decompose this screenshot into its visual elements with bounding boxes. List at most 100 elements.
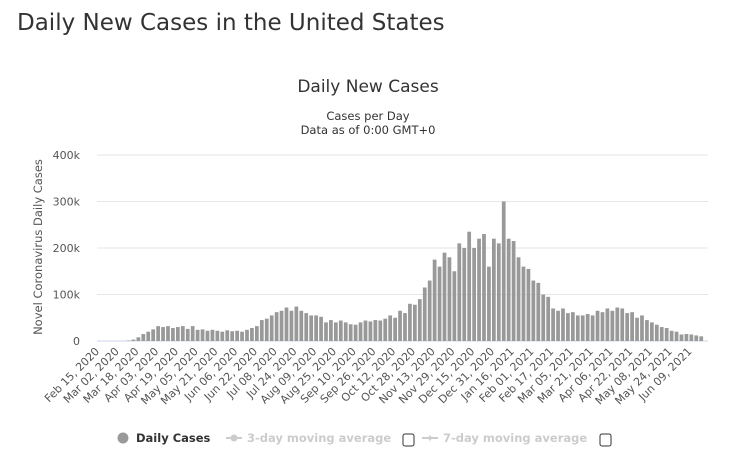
bar-2021-01-12[interactable] (506, 238, 511, 341)
bar-2020-11-21[interactable] (442, 252, 447, 341)
bar-2020-04-03[interactable] (156, 326, 160, 341)
bar-2020-05-01[interactable] (190, 326, 195, 341)
bar-2020-09-22[interactable] (368, 321, 373, 341)
bar-2021-03-05[interactable] (570, 312, 575, 341)
bar-2021-02-09[interactable] (541, 294, 546, 342)
bar-2021-05-20[interactable] (664, 327, 669, 341)
bar-2020-08-05[interactable] (309, 315, 314, 341)
bar-2021-06-01[interactable] (679, 334, 684, 341)
legend-item-daily-cases[interactable]: Daily Cases (117, 431, 211, 445)
bar-2020-04-11[interactable] (166, 326, 170, 341)
bar-2020-05-13[interactable] (205, 330, 210, 341)
bar-2020-11-13[interactable] (432, 259, 437, 341)
bar-2021-02-01[interactable] (531, 280, 536, 341)
bar-2021-01-16[interactable] (511, 241, 516, 341)
bar-2021-05-16[interactable] (659, 327, 664, 341)
bar-2020-06-14[interactable] (245, 329, 249, 341)
bar-2020-11-05[interactable] (422, 287, 427, 341)
bar-2020-11-09[interactable] (427, 280, 432, 341)
bar-2020-08-01[interactable] (304, 313, 309, 341)
bar-2020-05-05[interactable] (195, 329, 200, 341)
bar-2020-06-18[interactable] (250, 327, 254, 341)
bar-2020-05-29[interactable] (225, 330, 230, 341)
bar-2020-08-17[interactable] (324, 322, 328, 341)
bar-2021-02-05[interactable] (536, 282, 541, 341)
bar-2021-05-28[interactable] (674, 331, 679, 341)
bar-2020-07-04[interactable] (269, 315, 274, 341)
bar-2021-06-17[interactable] (699, 336, 704, 341)
bar-2021-04-02[interactable] (605, 308, 610, 341)
bar-2020-04-15[interactable] (171, 327, 175, 341)
bar-2020-12-07[interactable] (462, 248, 467, 341)
bar-2020-03-30[interactable] (151, 329, 156, 341)
bar-2021-04-10[interactable] (615, 307, 620, 341)
bar-2021-01-24[interactable] (521, 266, 526, 341)
bar-2020-12-11[interactable] (467, 231, 472, 341)
bar-2020-12-31[interactable] (491, 238, 496, 341)
bar-2020-10-20[interactable] (403, 313, 407, 341)
bar-2020-07-16[interactable] (284, 307, 289, 341)
bar-2021-04-06[interactable] (610, 310, 615, 341)
bar-2020-05-21[interactable] (215, 330, 220, 341)
bar-2020-09-10[interactable] (353, 324, 358, 341)
bar-2020-05-25[interactable] (220, 331, 225, 341)
bar-2020-04-27[interactable] (185, 328, 190, 341)
bar-2021-04-26[interactable] (635, 317, 639, 341)
legend-checkbox[interactable] (599, 433, 612, 447)
bar-2021-03-09[interactable] (575, 315, 580, 341)
legend-item-7day-average[interactable]: ✦ 7-day moving average (422, 431, 612, 447)
bar-2020-09-18[interactable] (363, 320, 368, 341)
bar-2020-04-23[interactable] (180, 326, 185, 341)
bar-2020-09-26[interactable] (373, 320, 378, 341)
bar-2021-03-17[interactable] (585, 314, 590, 341)
bar-2020-03-14[interactable] (131, 339, 136, 341)
bar-2021-03-29[interactable] (600, 312, 605, 341)
bar-2020-11-25[interactable] (447, 257, 452, 341)
bar-2021-06-09[interactable] (689, 334, 694, 341)
bar-2020-09-14[interactable] (358, 322, 363, 341)
bar-2021-03-13[interactable] (580, 315, 585, 341)
legend-checkbox[interactable] (402, 433, 415, 447)
bar-2020-10-28[interactable] (412, 304, 417, 341)
legend-item-3day-average[interactable]: 3-day moving average (226, 431, 415, 447)
bar-2020-07-12[interactable] (279, 310, 284, 341)
bar-2021-05-12[interactable] (654, 324, 659, 341)
bar-2021-05-04[interactable] (645, 320, 649, 341)
bar-2020-03-22[interactable] (141, 334, 146, 341)
bar-2020-10-24[interactable] (408, 303, 412, 341)
bar-2020-05-09[interactable] (200, 329, 205, 341)
bar-2021-01-04[interactable] (496, 243, 501, 341)
bar-2021-03-25[interactable] (595, 310, 600, 341)
bar-2021-04-22[interactable] (630, 312, 634, 341)
bar-2020-04-19[interactable] (175, 327, 180, 341)
bar-2020-09-02[interactable] (343, 322, 348, 341)
bar-2020-06-02[interactable] (230, 331, 235, 341)
bar-2020-10-04[interactable] (383, 318, 388, 341)
bar-2021-06-13[interactable] (694, 335, 699, 341)
bar-2021-02-21[interactable] (556, 310, 560, 341)
bar-2020-07-20[interactable] (289, 310, 294, 341)
bar-2021-01-08[interactable] (501, 201, 506, 342)
bar-2020-10-16[interactable] (398, 310, 402, 341)
bar-2020-12-19[interactable] (477, 238, 481, 341)
bar-2020-08-29[interactable] (338, 320, 343, 341)
bar-2020-07-24[interactable] (294, 306, 299, 341)
bar-2020-08-09[interactable] (314, 315, 318, 341)
bar-2021-03-21[interactable] (590, 315, 595, 341)
bar-2020-09-06[interactable] (348, 324, 353, 341)
bar-2021-02-17[interactable] (551, 308, 555, 341)
bar-2020-12-15[interactable] (472, 248, 476, 341)
bar-2020-06-06[interactable] (235, 330, 239, 341)
bar-2021-01-28[interactable] (526, 268, 531, 341)
bar-2020-08-13[interactable] (319, 316, 323, 341)
bar-2020-04-07[interactable] (161, 327, 165, 341)
bar-2020-10-08[interactable] (388, 315, 393, 341)
bar-2020-12-23[interactable] (482, 234, 486, 341)
bar-2020-12-27[interactable] (487, 266, 491, 341)
bar-2021-05-24[interactable] (669, 330, 674, 341)
bar-2020-03-26[interactable] (146, 331, 151, 341)
bar-2020-07-08[interactable] (274, 312, 279, 341)
bar-2020-08-25[interactable] (333, 322, 338, 341)
bar-2020-12-03[interactable] (457, 243, 462, 341)
bar-2021-04-14[interactable] (620, 308, 625, 341)
